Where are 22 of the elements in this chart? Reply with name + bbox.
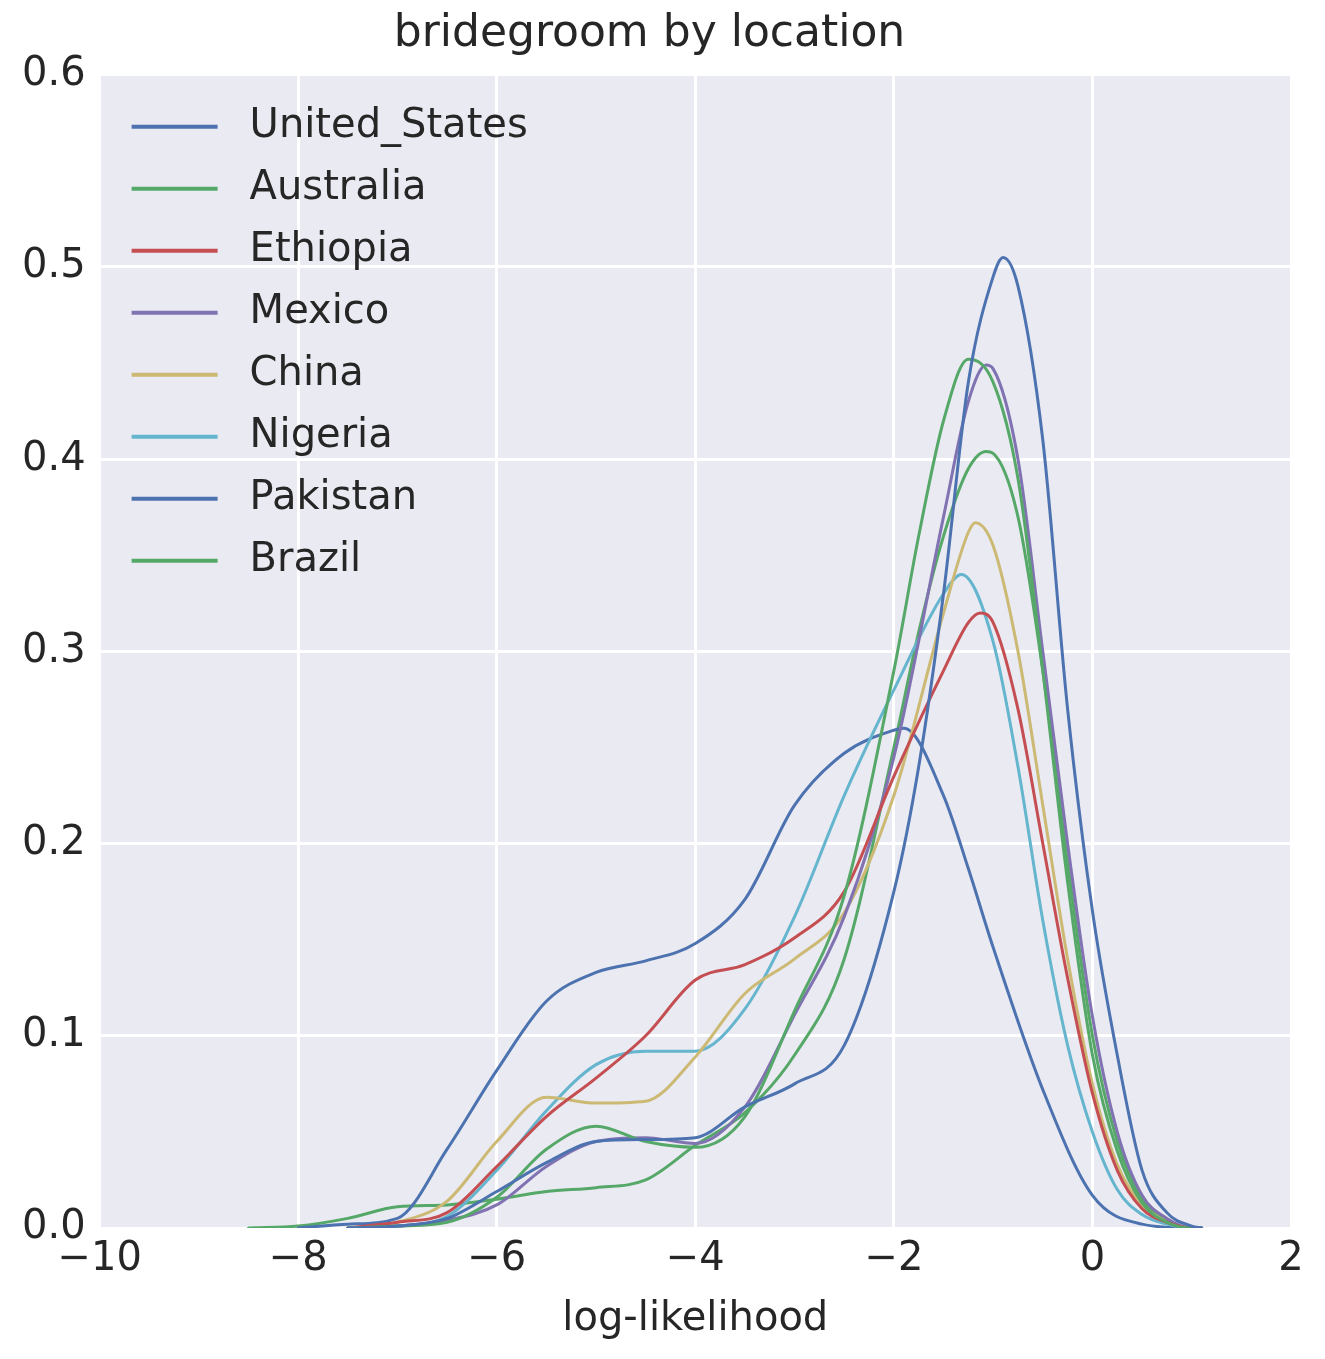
legend-label: United_States: [249, 100, 528, 148]
y-tick-label: 0.2: [21, 816, 86, 863]
y-tick-label: 0.4: [21, 432, 86, 479]
legend-label: Ethiopia: [249, 224, 413, 271]
legend-label: China: [249, 348, 364, 395]
y-tick-label: 0.1: [21, 1009, 86, 1056]
y-tick-label: 0.5: [21, 240, 86, 287]
x-tick-label: −4: [665, 1233, 725, 1280]
legend-label: Pakistan: [249, 472, 418, 519]
y-tick-label: 0.3: [21, 624, 86, 671]
x-tick-label: −6: [467, 1233, 527, 1280]
x-tick-label: −2: [864, 1233, 924, 1280]
x-tick-label: −8: [268, 1233, 328, 1280]
legend-label: Nigeria: [249, 410, 393, 457]
x-tick-label: 2: [1278, 1233, 1304, 1280]
legend-label: Australia: [249, 162, 427, 209]
chart-title: bridegroom by location: [393, 4, 906, 56]
x-axis-title: log-likelihood: [562, 1293, 829, 1340]
y-tick-label: 0.6: [21, 48, 86, 95]
x-tick-label: 0: [1079, 1233, 1106, 1280]
legend-label: Mexico: [249, 286, 390, 333]
legend-label: Brazil: [249, 534, 362, 581]
